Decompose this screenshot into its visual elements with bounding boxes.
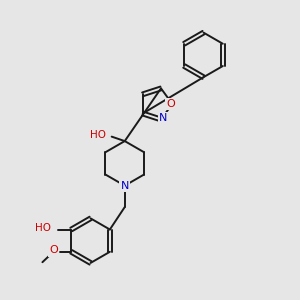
Text: O: O (167, 99, 175, 109)
Text: HO: HO (90, 130, 106, 140)
Text: N: N (159, 113, 168, 123)
Text: HO: HO (35, 223, 51, 233)
Text: N: N (121, 181, 129, 191)
Text: O: O (49, 245, 58, 255)
